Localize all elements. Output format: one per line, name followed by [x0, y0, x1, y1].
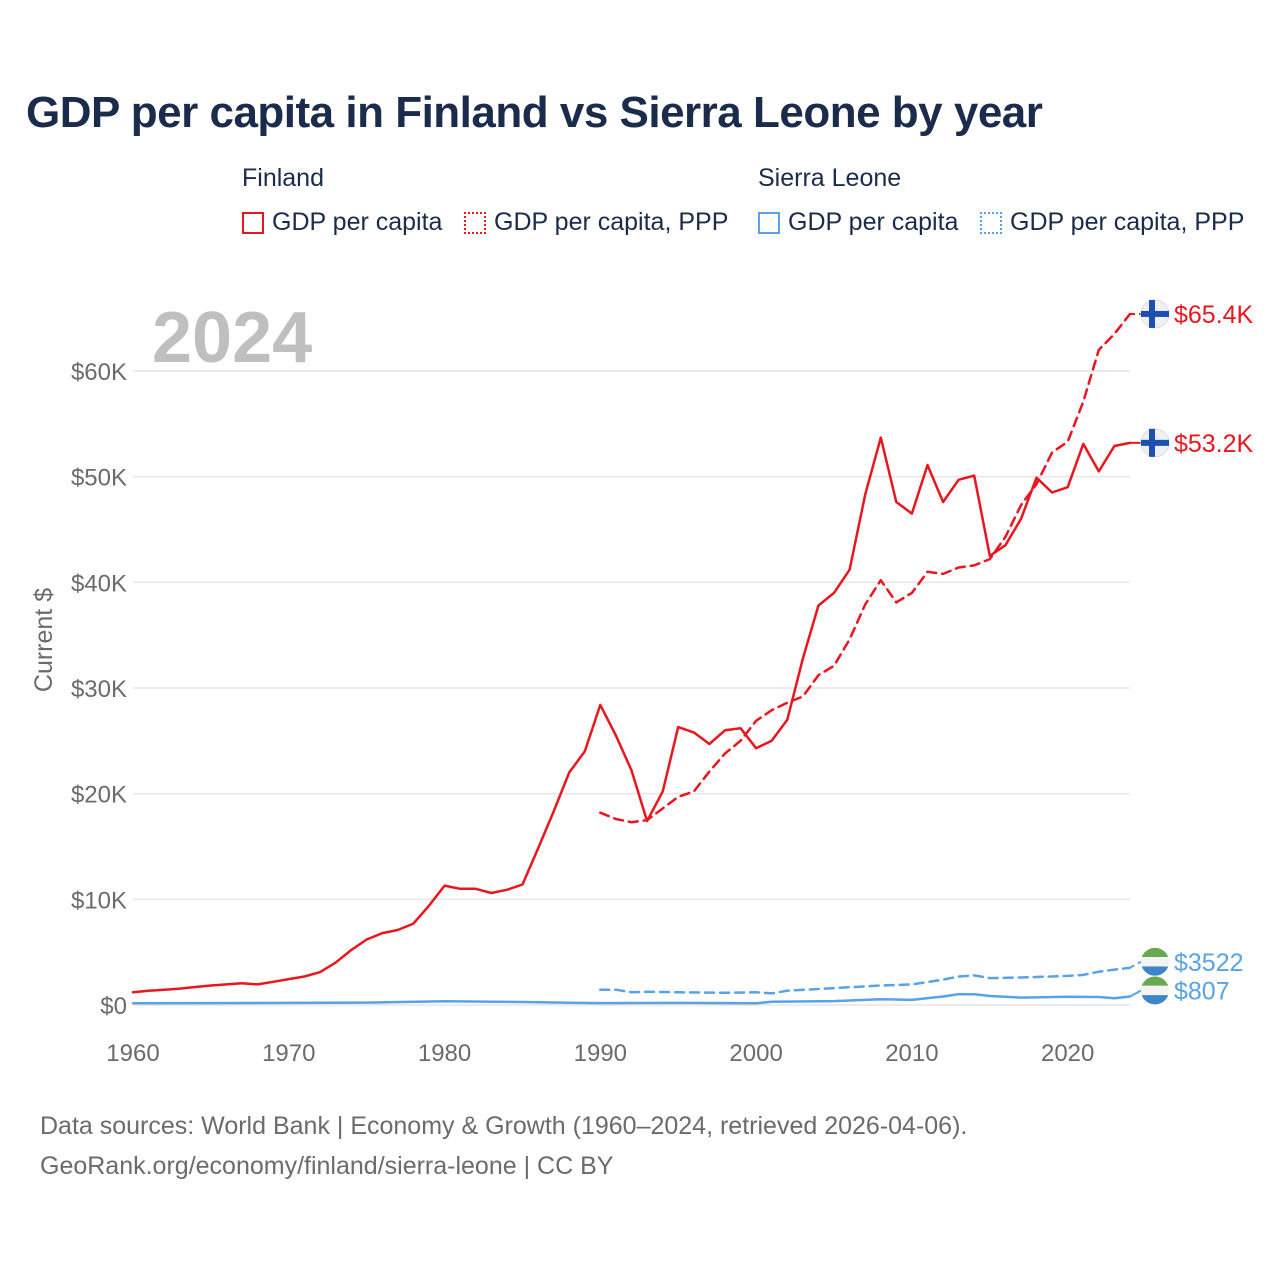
series-line	[131, 992, 1132, 1005]
footer: Data sources: World Bank | Economy & Gro…	[40, 1106, 967, 1186]
legend-label: GDP per capita, PPP	[1010, 208, 1245, 236]
y-tick-label: $50K	[71, 465, 127, 492]
y-tick-label: $10K	[71, 887, 127, 914]
end-connector	[1129, 989, 1142, 998]
year-label: 2024	[152, 298, 312, 378]
y-tick-label: $60K	[71, 359, 127, 386]
end-value-label: $3522	[1174, 949, 1244, 977]
x-tick-label: 1960	[106, 1040, 159, 1067]
x-tick-label: 1980	[418, 1040, 471, 1067]
legend-swatch-solid	[758, 211, 780, 234]
finland-flag-icon	[1140, 428, 1170, 458]
x-tick-label: 1970	[262, 1040, 315, 1067]
y-axis-label: Current $	[30, 588, 58, 692]
sierra-leone-flag-icon	[1141, 976, 1169, 1005]
end-connector	[1129, 960, 1142, 969]
legend-country-finland: Finland	[242, 164, 324, 192]
y-tick-label: $30K	[71, 676, 127, 703]
legend-label: GDP per capita	[788, 208, 959, 236]
legend-finland: Finland GDP per capita GDP per capita, P…	[242, 164, 742, 244]
legend-swatch-solid	[242, 211, 264, 234]
series-line	[599, 966, 1132, 995]
legend-item-finland-gdp[interactable]: GDP per capita	[242, 208, 442, 237]
chart-title: GDP per capita in Finland vs Sierra Leon…	[26, 88, 1043, 137]
legend-item-sierra-leone-gdp[interactable]: GDP per capita	[758, 208, 958, 237]
end-value-label: $53.2K	[1174, 430, 1254, 458]
legend-sierra-leone: Sierra Leone GDP per capita GDP per capi…	[758, 164, 1258, 244]
footer-sources: Data sources: World Bank | Economy & Gro…	[40, 1112, 968, 1140]
end-value-label: $807	[1174, 977, 1230, 1005]
x-tick-label: 2020	[1041, 1040, 1094, 1067]
legend-item-sierra-leone-ppp[interactable]: GDP per capita, PPP	[980, 208, 1244, 237]
x-tick-label: 2010	[885, 1040, 938, 1067]
y-tick-label: $40K	[71, 570, 127, 597]
line-chart: $0 $10K $20K $30K $40K $50K $60K 1960 1970 1980 19…	[30, 298, 1254, 1067]
finland-flag-icon	[1140, 299, 1170, 329]
legend-country-sierra-leone: Sierra Leone	[758, 164, 902, 192]
legend-swatch-dotted	[980, 211, 1002, 234]
footer-link[interactable]: GeoRank.org/economy/finland/sierra-leone…	[40, 1152, 614, 1180]
legend-item-finland-ppp[interactable]: GDP per capita, PPP	[464, 208, 728, 237]
y-tick-label: $20K	[71, 782, 127, 809]
series-line	[599, 312, 1132, 824]
series-line	[131, 436, 1132, 994]
x-tick-label: 1990	[574, 1040, 627, 1067]
legend-label: GDP per capita, PPP	[494, 208, 729, 236]
legend-label: GDP per capita	[272, 208, 443, 236]
sierra-leone-flag-icon	[1141, 947, 1169, 976]
end-value-label: $65.4K	[1174, 301, 1254, 329]
x-tick-label: 2000	[729, 1040, 782, 1067]
legend-swatch-dotted	[464, 211, 486, 234]
y-tick-label: $0	[100, 993, 127, 1020]
